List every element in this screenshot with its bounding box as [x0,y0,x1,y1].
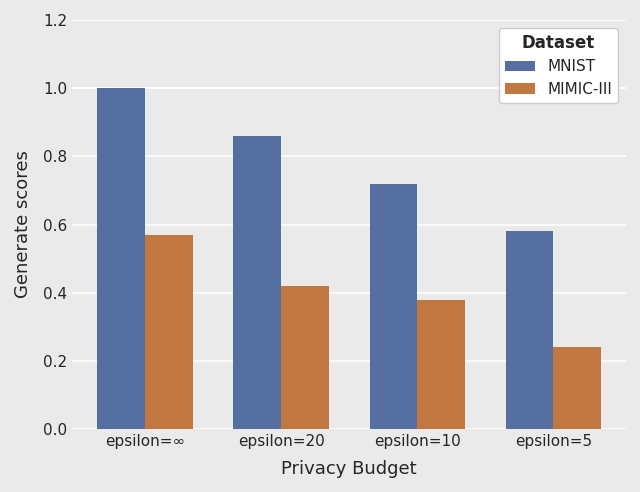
X-axis label: Privacy Budget: Privacy Budget [282,460,417,478]
Bar [554,347,601,429]
Bar [417,300,465,429]
Bar [281,286,329,429]
Bar [234,136,281,429]
Y-axis label: Generate scores: Generate scores [14,151,32,299]
Bar [97,88,145,429]
Bar [369,184,417,429]
Legend: MNIST, MIMIC-III: MNIST, MIMIC-III [499,28,618,103]
Bar [506,231,554,429]
Bar [145,235,193,429]
